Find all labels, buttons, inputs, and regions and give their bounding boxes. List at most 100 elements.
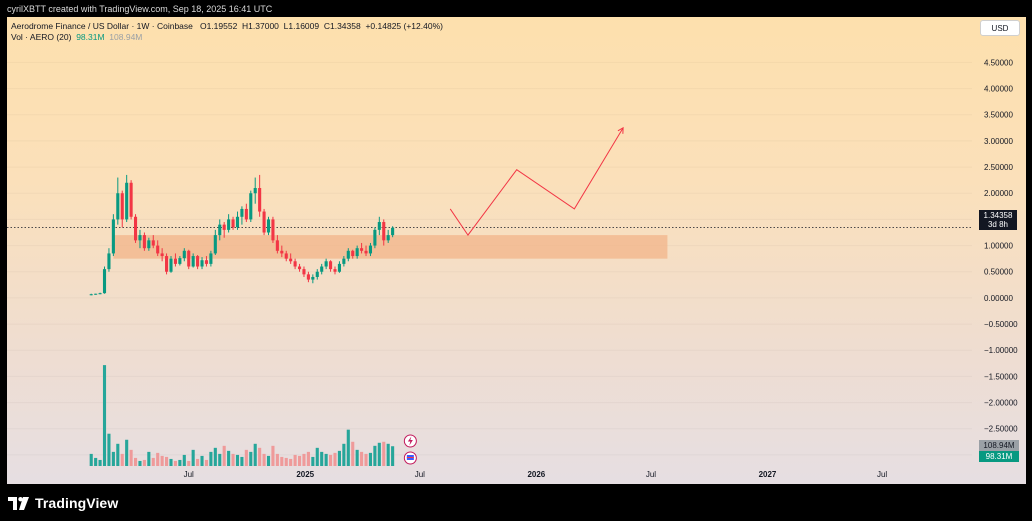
volume-bar	[231, 453, 235, 466]
volume-value-tag: 98.31M	[979, 451, 1019, 462]
legend-volume-label[interactable]: Vol · AERO (20)	[11, 32, 72, 42]
time-tick-label: Jul	[877, 470, 887, 479]
currency-button[interactable]: USD	[980, 20, 1020, 36]
price-tick-label: 4.50000	[984, 58, 1013, 67]
price-tick-label: 3.50000	[984, 111, 1013, 120]
volume-bar	[386, 443, 390, 466]
legend-volume-ma: 108.94M	[109, 32, 143, 42]
volume-bar	[196, 458, 200, 466]
tradingview-logo[interactable]: TradingView	[8, 495, 118, 511]
author-credit: cyrilXBTT created with TradingView.com, …	[7, 4, 273, 14]
volume-bar	[324, 453, 328, 466]
volume-bar	[289, 458, 293, 466]
candle-body	[218, 224, 222, 236]
volume-bar	[293, 454, 297, 466]
candle-body	[275, 240, 279, 251]
volume-bar	[111, 451, 115, 466]
legend-open: O1.19552	[199, 21, 238, 31]
price-tick-label: 1.00000	[984, 242, 1013, 251]
volume-bar	[364, 453, 368, 466]
volume-bar	[160, 455, 164, 466]
candle-body	[280, 250, 284, 254]
legend-volume-value: 98.31M	[76, 32, 105, 42]
volume-bar	[165, 456, 169, 466]
price-chart[interactable]: 4.50000 4.00000 3.50000 3.00000 2.50000 2.000…	[7, 17, 1026, 484]
legend-change: +0.14825 (+12.40%)	[365, 21, 443, 31]
candle-body	[169, 258, 173, 272]
candle-body	[165, 256, 169, 272]
time-tick-label: Jul	[184, 470, 194, 479]
price-tick-label: 3.00000	[984, 137, 1013, 146]
volume-bar	[191, 449, 195, 466]
price-tick-label: −2.50000	[984, 425, 1018, 434]
candle-body	[89, 294, 93, 296]
candle-body	[324, 261, 328, 267]
volume-bar	[360, 451, 364, 466]
legend-high: H1.37000	[242, 21, 279, 31]
volume-bar	[147, 451, 151, 466]
legend-low: L1.16009	[283, 21, 320, 31]
candle-body	[240, 208, 244, 217]
candle-body	[293, 261, 297, 267]
volume-bar	[391, 446, 395, 466]
time-tick-label: 2027	[759, 470, 777, 479]
candle-body	[355, 248, 359, 257]
candle-body	[129, 182, 133, 217]
candle-body	[173, 258, 177, 264]
lightning-icon	[407, 436, 413, 446]
candle-body	[120, 193, 124, 220]
legend-close: C1.34358	[323, 21, 361, 31]
legend-ohlc: Aerodrome Finance / US Dollar · 1W · Coi…	[11, 21, 443, 32]
price-tick-label: −1.50000	[984, 372, 1018, 381]
candle-body	[196, 256, 200, 267]
candle-body	[373, 229, 377, 246]
candle-body	[98, 293, 102, 295]
volume-bar	[342, 443, 346, 466]
volume-bar	[302, 453, 306, 466]
volume-bar	[337, 450, 341, 466]
candle-body	[200, 260, 204, 267]
event-icons[interactable]	[403, 434, 417, 465]
candle-body	[160, 253, 164, 257]
footer: TradingView	[0, 484, 1032, 521]
volume-bar	[120, 453, 124, 466]
legend-symbol[interactable]: Aerodrome Finance / US Dollar · 1W · Coi…	[11, 21, 193, 31]
volume-bar	[94, 457, 98, 466]
support-zone	[113, 235, 668, 259]
volume-bar	[280, 456, 284, 466]
volume-bar	[102, 365, 107, 466]
volume-bar	[315, 447, 319, 466]
candle-body	[102, 269, 107, 294]
candle-body	[382, 222, 386, 241]
candle-body	[386, 235, 390, 241]
volume-bar	[169, 458, 173, 466]
volume-bar	[258, 447, 262, 466]
price-tick-label: 0.50000	[984, 268, 1013, 277]
volume-bar	[116, 443, 120, 466]
candle-body	[284, 253, 288, 259]
volume-bar	[227, 450, 231, 466]
candle-body	[111, 219, 115, 254]
volume-bar	[125, 439, 129, 466]
price-axis[interactable]: 4.50000 4.00000 3.50000 3.00000 2.50000 2.000…	[984, 58, 1018, 460]
volume-bar	[311, 456, 315, 466]
price-tick-label: 2.00000	[984, 189, 1013, 198]
volume-bar	[200, 455, 204, 466]
candle-body	[182, 250, 186, 259]
volume-bar	[98, 459, 102, 466]
candle-body	[151, 240, 155, 246]
volume-bar	[129, 449, 133, 466]
volume-bar	[209, 451, 213, 466]
candle-body	[133, 216, 138, 241]
volume-bar	[187, 460, 191, 466]
price-tick-label: 0.00000	[984, 294, 1013, 303]
volume-bar	[138, 460, 142, 466]
top-bar: cyrilXBTT created with TradingView.com, …	[0, 0, 1032, 17]
time-axis[interactable]: Jul 2025 Jul 2026 Jul 2027 Jul	[184, 470, 888, 479]
chart-frame[interactable]: Aerodrome Finance / US Dollar · 1W · Coi…	[7, 17, 1026, 484]
candle-body	[191, 256, 195, 267]
volume-bar	[222, 445, 226, 466]
volume-bar	[156, 452, 160, 466]
volume-bar	[297, 455, 302, 466]
last-price-value: 1.34358	[983, 211, 1013, 220]
